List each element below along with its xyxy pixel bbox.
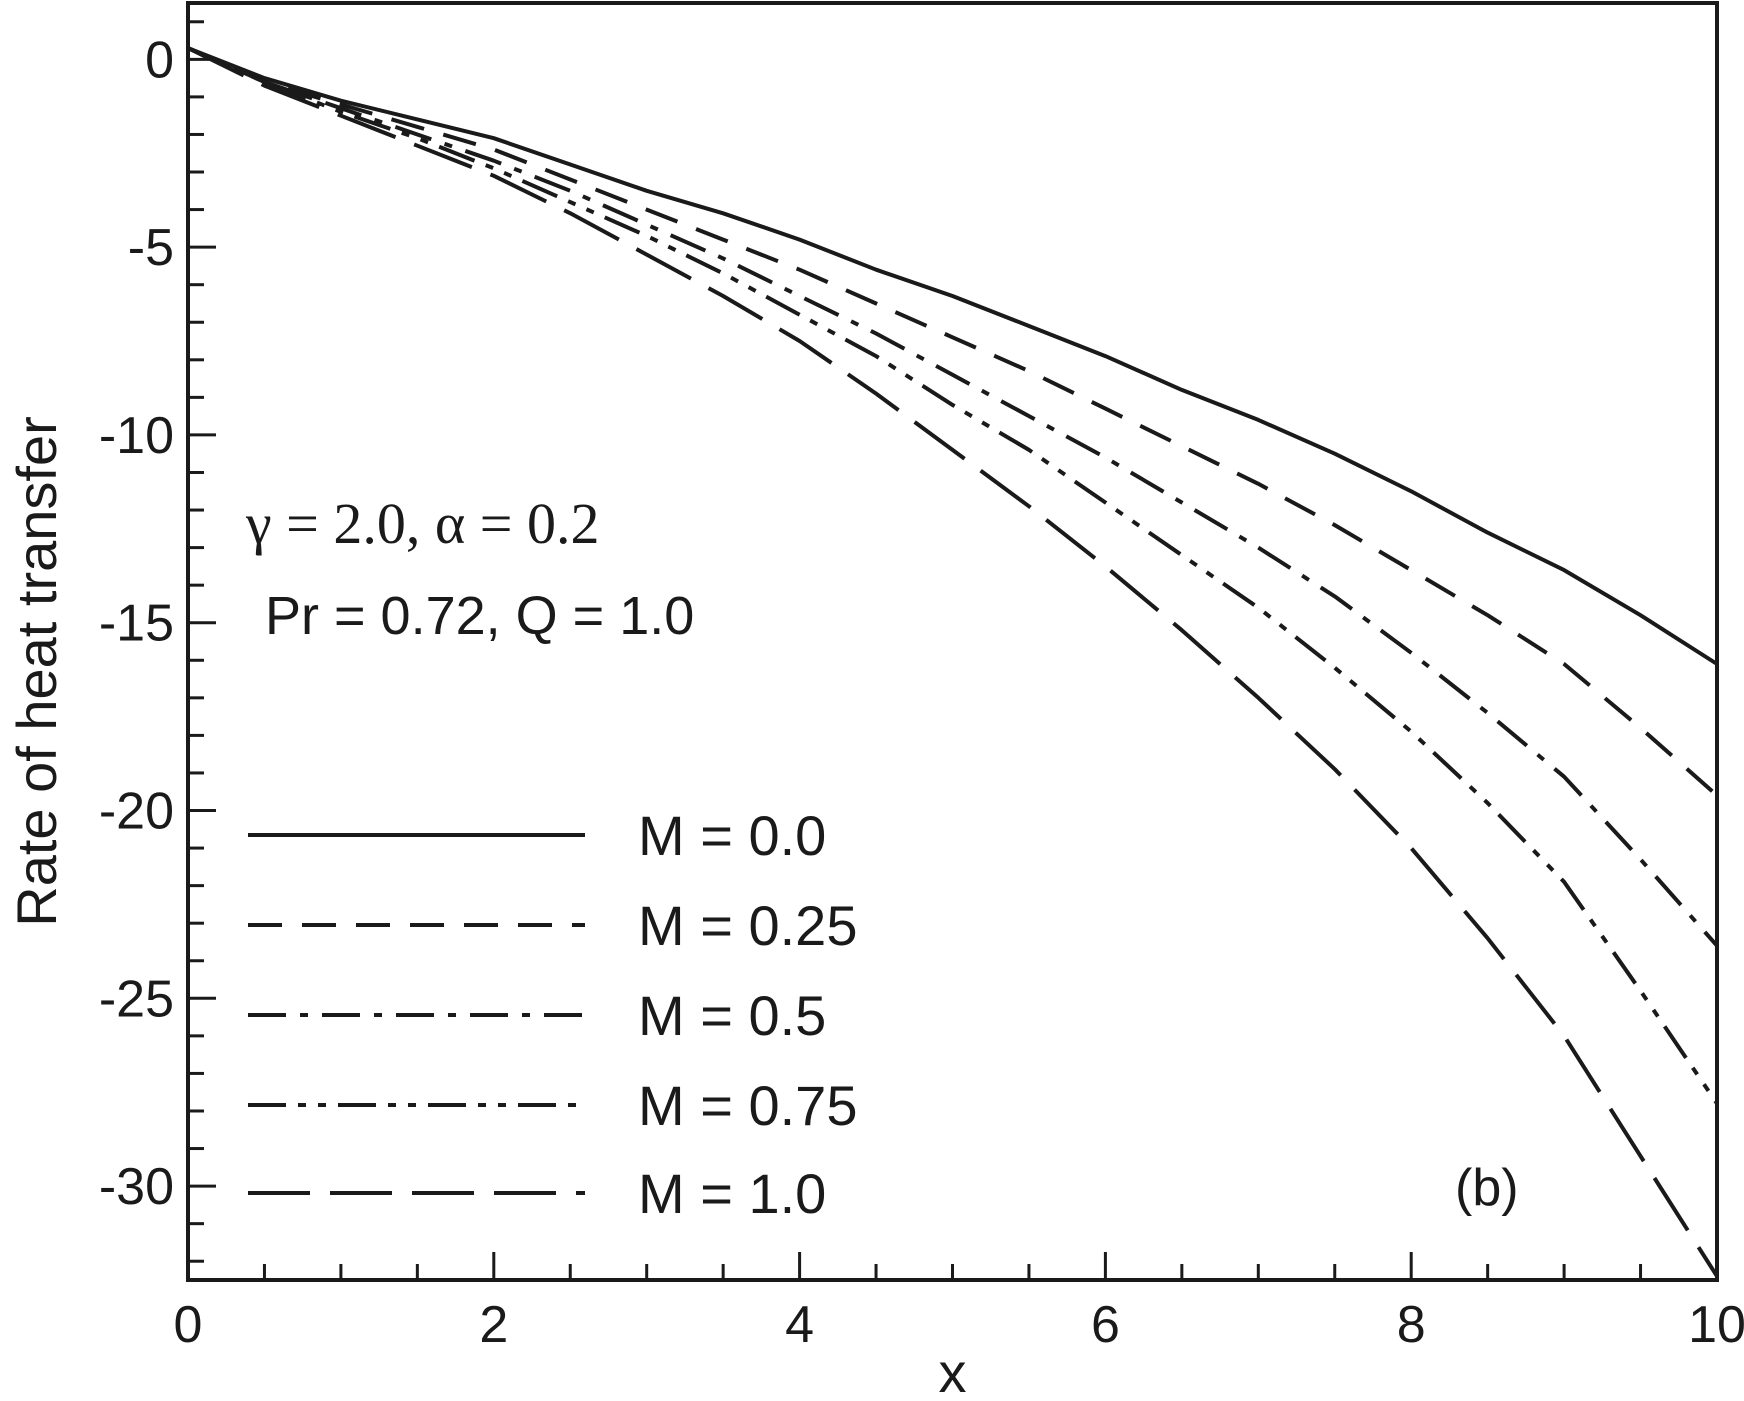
y-tick-label: -15 <box>99 595 174 653</box>
y-tick-label: 0 <box>145 31 174 89</box>
plot-frame <box>186 1 1719 1282</box>
parameter-annotation-pr-q: Pr = 0.72, Q = 1.0 <box>265 586 694 646</box>
series-line-4 <box>187 46 1719 1278</box>
y-tick-label: -20 <box>99 783 174 841</box>
series-line-2 <box>187 46 1719 948</box>
y-axis-label: Rate of heat transfer <box>5 416 68 927</box>
axis-tick-labels: 0 2 4 6 8 10 0 -5 -10 -15 -20 -25 -30 <box>99 31 1744 1354</box>
y-tick-label: -10 <box>99 407 174 465</box>
x-tick-label: 8 <box>1397 1296 1426 1354</box>
y-tick-label: -30 <box>99 1158 174 1216</box>
series-line-3 <box>187 46 1719 1105</box>
x-tick-label: 0 <box>174 1296 203 1354</box>
y-tick-label: -25 <box>99 970 174 1028</box>
plot-series <box>187 46 1719 1278</box>
legend-label: M = 0.25 <box>638 894 857 957</box>
x-tick-label: 2 <box>479 1296 508 1354</box>
x-tick-label: 6 <box>1091 1296 1120 1354</box>
y-tick-label: -5 <box>128 219 174 277</box>
series-line-0 <box>187 46 1719 666</box>
axis-ticks <box>186 20 1719 1280</box>
legend: M = 0.0 M = 0.25 M = 0.5 M = 0.75 M = 1.0 <box>248 804 857 1225</box>
x-axis-label: x <box>939 1341 967 1401</box>
x-tick-label: 4 <box>785 1296 814 1354</box>
legend-label: M = 0.0 <box>638 804 826 867</box>
x-tick-label: 10 <box>1688 1296 1744 1354</box>
legend-label: M = 0.5 <box>638 984 826 1047</box>
parameter-annotation-gamma-alpha: γ = 2.0, α = 0.2 <box>245 491 599 556</box>
series-line-1 <box>187 46 1719 797</box>
legend-label: M = 1.0 <box>638 1162 826 1225</box>
panel-tag-b: (b) <box>1455 1159 1519 1217</box>
legend-label: M = 0.75 <box>638 1074 857 1137</box>
